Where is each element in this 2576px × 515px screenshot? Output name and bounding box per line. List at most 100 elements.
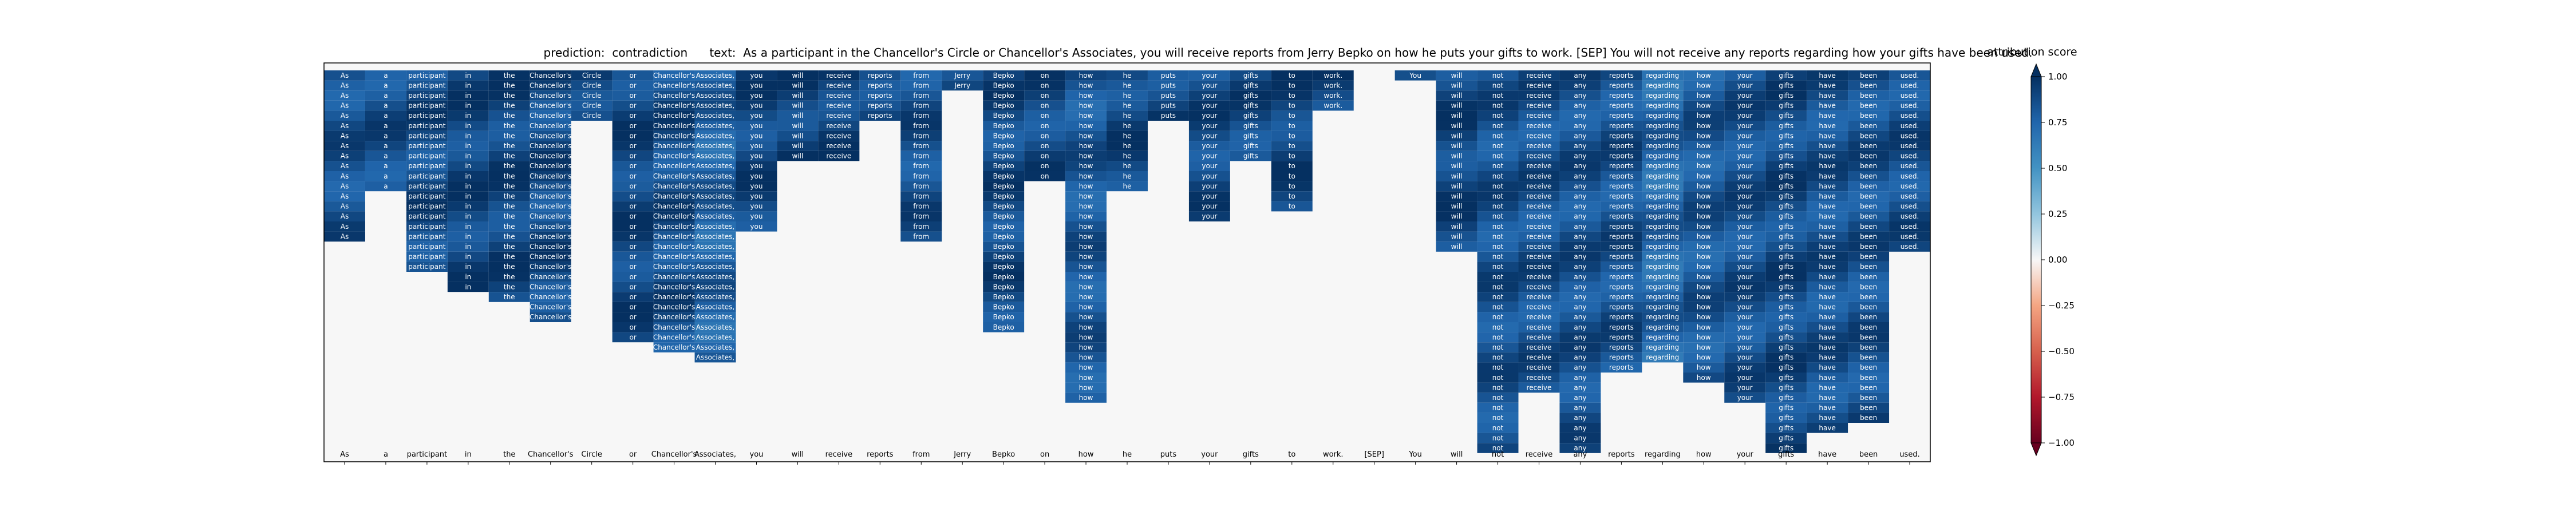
heatmap-cell-label: participant: [408, 253, 445, 261]
heatmap-cell-label: not: [1492, 313, 1504, 321]
heatmap-cell-label: gifts: [1779, 162, 1793, 170]
heatmap-cell: [1601, 362, 1642, 373]
heatmap-cell: [1848, 332, 1890, 343]
heatmap-cell: [1188, 110, 1230, 121]
heatmap-cell: [983, 150, 1025, 161]
heatmap-cell-label: been: [1860, 182, 1877, 190]
heatmap-cell-label: used.: [1901, 172, 1919, 180]
heatmap-cell: [1683, 80, 1725, 91]
heatmap-cell-label: regarding: [1646, 182, 1679, 190]
heatmap-cell-label: reports: [1609, 122, 1634, 130]
heatmap-cell-label: Bepko: [993, 253, 1014, 261]
heatmap-cell: [900, 130, 942, 141]
heatmap-cell-label: on: [1041, 102, 1049, 110]
heatmap-cell: [1436, 231, 1477, 242]
heatmap-cell: [1188, 171, 1230, 181]
heatmap-cell-label: how: [1079, 283, 1093, 291]
heatmap-cell: [1271, 130, 1313, 141]
heatmap-cell-label: you: [750, 132, 762, 140]
heatmap-cell: [777, 150, 819, 161]
heatmap-cell: [1848, 90, 1890, 101]
heatmap-cell-label: how: [1079, 313, 1093, 321]
heatmap-cell: [324, 141, 365, 151]
heatmap-cell: [1601, 150, 1642, 161]
heatmap-cell: [530, 262, 571, 272]
heatmap-cell: [1230, 80, 1271, 91]
heatmap-cell-label: any: [1574, 253, 1586, 261]
heatmap-cell: [612, 332, 654, 343]
heatmap-cell: [983, 191, 1025, 201]
heatmap-cell: [488, 150, 530, 161]
heatmap-cell-label: Chancellor's: [653, 273, 695, 281]
heatmap-cell-label: on: [1041, 142, 1049, 150]
heatmap-cell-label: from: [913, 92, 929, 100]
heatmap-cell: [447, 161, 489, 171]
heatmap-cell-label: in: [465, 152, 471, 160]
heatmap-cell: [1065, 150, 1107, 161]
heatmap-cell-label: any: [1574, 162, 1586, 170]
heatmap-cell: [777, 70, 819, 81]
heatmap-cell: [1065, 181, 1107, 192]
heatmap-cell-label: your: [1737, 152, 1753, 160]
heatmap-cell-label: Chancellor's: [530, 253, 571, 261]
colorbar-tick-label: −1.00: [2048, 438, 2075, 448]
heatmap-cell: [1518, 382, 1560, 393]
heatmap-cell-label: will: [1451, 162, 1463, 170]
heatmap-cell-label: Chancellor's: [530, 263, 571, 271]
heatmap-cell-label: participant: [408, 182, 445, 190]
heatmap-cell-label: regarding: [1646, 354, 1679, 362]
heatmap-cell: [530, 251, 571, 262]
heatmap-cell-label: used.: [1901, 223, 1919, 231]
heatmap-cell-label: gifts: [1779, 323, 1793, 331]
heatmap-cell-label: the: [504, 102, 515, 110]
heatmap-cell: [736, 201, 777, 212]
heatmap-cell-label: participant: [408, 102, 445, 110]
heatmap-cell-label: have: [1819, 203, 1835, 211]
heatmap-cell: [1107, 150, 1148, 161]
heatmap-cell: [1642, 100, 1684, 111]
heatmap-cell-label: not: [1492, 212, 1504, 220]
heatmap-cell: [1683, 312, 1725, 322]
heatmap-cell: [1765, 342, 1807, 352]
heatmap-cell: [1518, 171, 1560, 181]
heatmap-cell: [1518, 141, 1560, 151]
heatmap-cell-label: to: [1289, 142, 1295, 150]
heatmap-cell-label: Jerry: [954, 81, 970, 89]
x-axis-tick-label: you: [750, 450, 764, 459]
heatmap-cell: [1683, 373, 1725, 383]
heatmap-cell-label: have: [1819, 263, 1835, 271]
heatmap-cell: [365, 90, 406, 101]
heatmap-cell: [983, 130, 1025, 141]
heatmap-cell: [1436, 201, 1477, 212]
heatmap-cell-label: been: [1860, 72, 1877, 80]
heatmap-cell-label: Associates,: [696, 263, 735, 271]
heatmap-cell-label: on: [1041, 122, 1049, 130]
heatmap-cell: [1848, 211, 1890, 221]
heatmap-cell-label: any: [1574, 223, 1586, 231]
heatmap-cell: [324, 80, 365, 91]
heatmap-cell-label: will: [792, 112, 803, 120]
heatmap-cell-label: regarding: [1646, 283, 1679, 291]
heatmap-cell: [1642, 110, 1684, 121]
heatmap-cell: [365, 171, 406, 181]
heatmap-cell: [1807, 100, 1848, 111]
heatmap-cell: [1601, 241, 1642, 252]
heatmap-cell: [612, 302, 654, 312]
heatmap-cell-label: receive: [1527, 142, 1552, 150]
heatmap-cell: [612, 100, 654, 111]
heatmap-cell-label: not: [1492, 152, 1504, 160]
heatmap-cell: [777, 130, 819, 141]
heatmap-cell: [818, 100, 860, 111]
heatmap-cell: [1065, 171, 1107, 181]
heatmap-cell: [983, 121, 1025, 131]
heatmap-cell-label: Chancellor's: [653, 162, 695, 170]
heatmap-cell-label: how: [1697, 333, 1711, 341]
heatmap-cell-label: on: [1041, 132, 1049, 140]
heatmap-cell: [736, 110, 777, 121]
heatmap-cell: [1601, 322, 1642, 332]
heatmap-cell: [1477, 70, 1519, 81]
heatmap-cell-label: regarding: [1646, 253, 1679, 261]
heatmap-cell: [1065, 322, 1107, 332]
heatmap-cell: [324, 150, 365, 161]
heatmap-cell-label: will: [1451, 142, 1463, 150]
